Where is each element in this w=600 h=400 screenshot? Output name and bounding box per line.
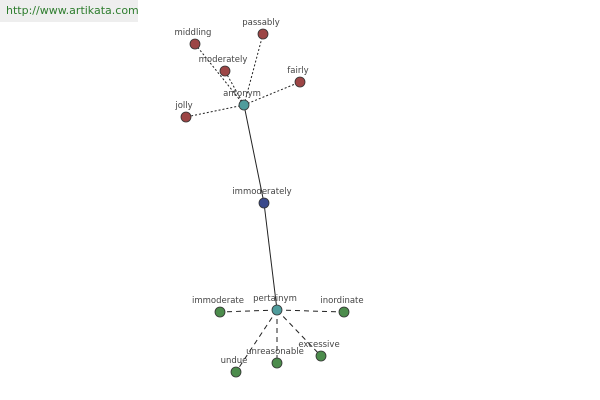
node-label: middling <box>175 28 212 38</box>
node[interactable] <box>315 350 327 362</box>
node-label: unreasonable <box>246 347 304 357</box>
node-label: inordinate <box>320 296 363 306</box>
node[interactable] <box>258 197 270 209</box>
node-label: fairly <box>287 66 308 76</box>
node-label: excessive <box>298 340 339 350</box>
edge <box>235 309 278 373</box>
node-label: jolly <box>174 101 192 111</box>
node-label: immoderate <box>192 296 244 306</box>
node[interactable] <box>214 306 226 318</box>
edge <box>276 309 322 357</box>
node-label: undue <box>221 356 248 366</box>
node[interactable] <box>189 38 201 50</box>
node[interactable] <box>219 65 231 77</box>
node[interactable] <box>238 99 250 111</box>
edge <box>243 104 265 204</box>
edge <box>185 104 245 118</box>
edge <box>276 309 345 313</box>
node[interactable] <box>271 304 283 316</box>
edge <box>194 43 245 106</box>
node-label: immoderately <box>232 187 291 197</box>
node-label: passably <box>242 18 279 28</box>
node-label: antonym <box>223 89 261 99</box>
node-label: moderately <box>199 55 248 65</box>
edge <box>263 202 278 311</box>
edge <box>243 33 264 106</box>
edge <box>219 309 278 313</box>
site-url[interactable]: http://www.artikata.com <box>0 0 139 22</box>
node[interactable] <box>271 357 283 369</box>
node[interactable] <box>294 76 306 88</box>
node[interactable] <box>230 366 242 378</box>
edge <box>224 70 245 106</box>
node-label: pertainym <box>253 294 297 304</box>
node[interactable] <box>180 111 192 123</box>
node[interactable] <box>338 306 350 318</box>
node[interactable] <box>257 28 269 40</box>
